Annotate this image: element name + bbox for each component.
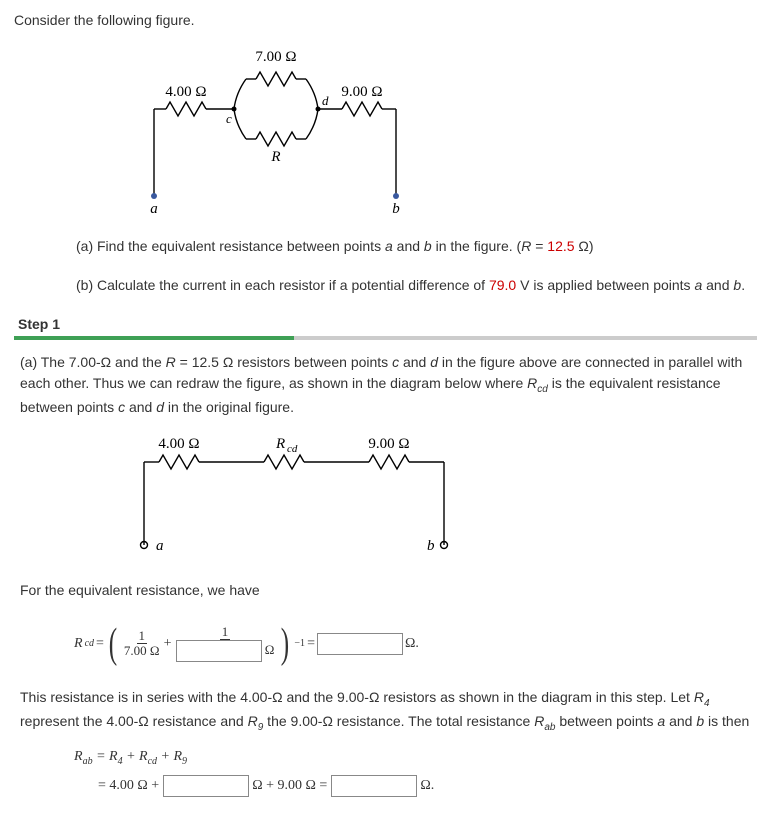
- p1f: and: [125, 399, 156, 415]
- blank-rcd-result[interactable]: [317, 633, 403, 655]
- frac1: 1 7.00 Ω: [122, 629, 162, 659]
- qb-and: and: [702, 277, 733, 293]
- eq2c: Ω.: [417, 778, 434, 793]
- fig2-node-b: b: [427, 538, 435, 554]
- question-a: (a) Find the equivalent resistance betwe…: [76, 236, 747, 257]
- qa-prefix: (a) Find the equivalent resistance betwe…: [76, 238, 385, 254]
- label-r-top: 7.00 Ω: [255, 49, 296, 65]
- blank-rcd-den[interactable]: [176, 640, 262, 662]
- step1-para2: For the equivalent resistance, we have: [20, 580, 751, 601]
- qa-suffix: Ω): [575, 238, 594, 254]
- unit2: Ω.: [405, 633, 419, 654]
- blank-rab-mid[interactable]: [163, 775, 249, 797]
- p1c: and: [399, 354, 430, 370]
- circuit-figure-2: 4.00 Ω R cd 9.00 Ω a b: [124, 430, 757, 560]
- fig2-rright: 9.00 Ω: [368, 436, 409, 452]
- fig2-node-a: a: [156, 538, 164, 554]
- step-progress-bar: Step 1: [14, 336, 757, 340]
- label-node-b: b: [392, 201, 400, 216]
- qa-rvalue: 12.5: [547, 238, 574, 254]
- question-b: (b) Calculate the current in each resist…: [76, 275, 747, 296]
- label-r-left: 4.00 Ω: [165, 84, 206, 100]
- label-r-bottom: R: [270, 149, 280, 165]
- rparen-icon: ): [281, 623, 289, 665]
- eq2b: Ω + 9.00 Ω =: [249, 778, 331, 793]
- p1g: in the original figure.: [164, 399, 294, 415]
- p3d: between points: [555, 713, 657, 729]
- eq-equals: =: [96, 633, 104, 654]
- intro-text: Consider the following figure.: [14, 10, 757, 31]
- p3a: This resistance is in series with the 4.…: [20, 689, 694, 705]
- frac2-den: Ω: [174, 640, 277, 662]
- label-node-a: a: [150, 201, 158, 216]
- blank-rab-result[interactable]: [331, 775, 417, 797]
- label-node-d: d: [322, 93, 329, 108]
- eq-lhs-R: R: [74, 633, 83, 654]
- qa-mid1: and: [393, 238, 424, 254]
- fig2-rmid-R: R: [275, 436, 285, 452]
- lparen-icon: (: [109, 623, 117, 665]
- frac1-den: 7.00 Ω: [122, 644, 162, 658]
- label-r-right: 9.00 Ω: [341, 84, 382, 100]
- eq-lhs-cd: cd: [85, 636, 94, 651]
- fig2-rleft: 4.00 Ω: [158, 436, 199, 452]
- equation-rcd: Rcd = ( 1 7.00 Ω + 1 Ω ) −1 = Ω.: [74, 623, 419, 665]
- frac2-num: 1: [220, 625, 231, 640]
- qb-vvalue: 79.0: [489, 277, 516, 293]
- unit1: Ω: [262, 642, 275, 657]
- frac1-num: 1: [137, 629, 148, 644]
- circuit-figure-1: 7.00 Ω 4.00 Ω 9.00 Ω R c d a b: [134, 41, 757, 216]
- p1a: (a) The 7.00-Ω and the: [20, 354, 166, 370]
- eq-plus: +: [164, 633, 172, 654]
- p1b: = 12.5 Ω resistors between points: [176, 354, 392, 370]
- p3e: and: [665, 713, 696, 729]
- eq2-line2: = 4.00 Ω + Ω + 9.00 Ω = Ω.: [98, 775, 757, 797]
- step1-para1: (a) The 7.00-Ω and the R = 12.5 Ω resist…: [20, 352, 751, 418]
- qb-mid: V is applied between points: [516, 277, 694, 293]
- step-label: Step 1: [18, 314, 60, 335]
- p3b: represent the 4.00-Ω resistance and: [20, 713, 248, 729]
- qb-prefix: (b) Calculate the current in each resist…: [76, 277, 489, 293]
- fig2-rmid-cd: cd: [287, 443, 298, 455]
- step1-para3: This resistance is in series with the 4.…: [20, 687, 751, 735]
- label-node-c: c: [226, 111, 232, 126]
- eq-equals2: =: [307, 633, 315, 654]
- p3f: is then: [704, 713, 749, 729]
- qa-mid2: in the figure. (: [432, 238, 522, 254]
- qb-end: .: [741, 277, 745, 293]
- p3c: the 9.00-Ω resistance. The total resista…: [263, 713, 534, 729]
- frac2: 1 Ω: [174, 625, 277, 662]
- eq2-line1: Rab = R4 + Rcd + R9: [74, 746, 757, 769]
- eq2a: = 4.00 Ω +: [98, 778, 163, 793]
- eq-exp: −1: [294, 636, 305, 651]
